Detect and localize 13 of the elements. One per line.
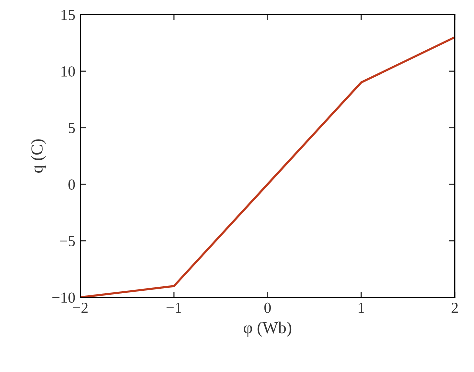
x-tick-label: −2: [73, 302, 88, 314]
y-tick-label: −10: [52, 292, 76, 304]
x-tick-label: 2: [452, 302, 458, 314]
x-tick-label: 0: [264, 302, 272, 314]
x-tick-label: −1: [166, 302, 182, 314]
y-tick-label: 5: [68, 123, 76, 134]
y-tick-label: 15: [62, 10, 76, 20]
x-axis-title: φ (Wb): [244, 322, 292, 337]
y-tick-label: 10: [62, 66, 76, 77]
y-tick-label: 0: [68, 180, 76, 190]
y-axis-title: q (C): [31, 140, 46, 173]
x-tick-label: 1: [358, 302, 364, 314]
y-tick-label: −5: [60, 236, 76, 247]
